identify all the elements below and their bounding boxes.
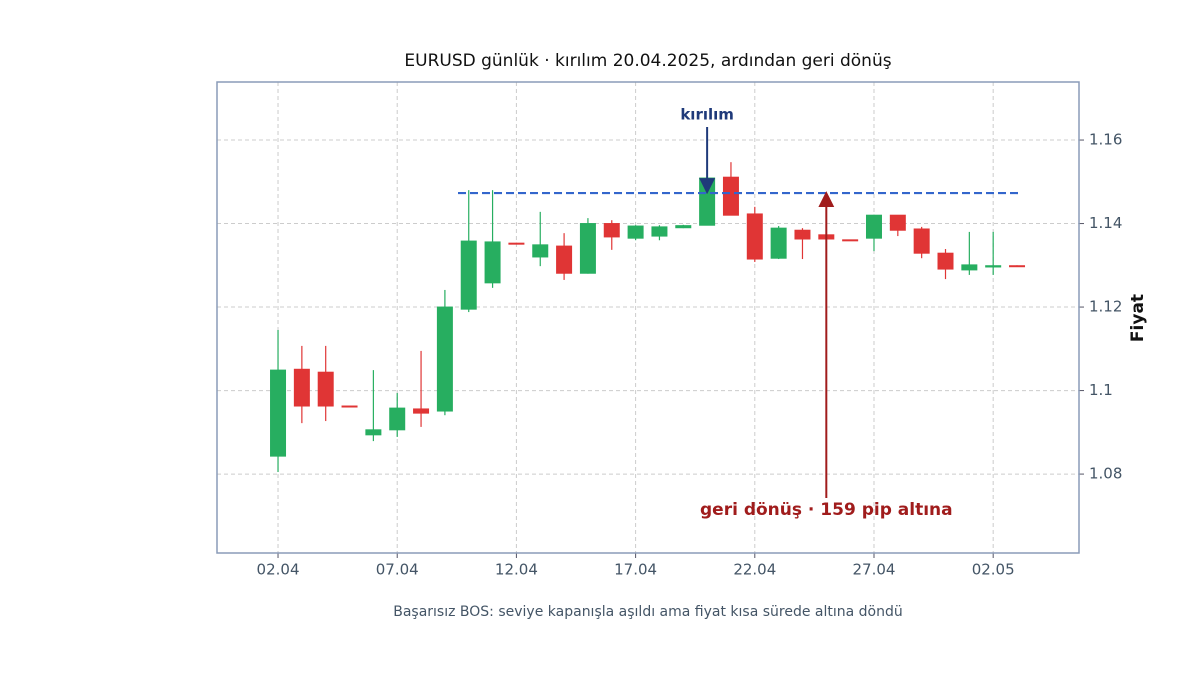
x-tick-label: 02.04 [257, 561, 300, 579]
candle-body [317, 371, 334, 407]
annotation-text: geri dönüş · 159 pip altına [700, 500, 953, 520]
candle-body [865, 214, 882, 239]
x-tick-label: 02.05 [972, 561, 1015, 579]
candle-body [413, 408, 430, 414]
candle-body [389, 407, 406, 431]
candle-body [532, 244, 549, 258]
candle-body [436, 306, 453, 412]
chart-title: EURUSD günlük · kırılım 20.04.2025, ardı… [404, 51, 891, 71]
candle-body [484, 241, 501, 284]
y-axis-label: Fiyat [1128, 294, 1148, 342]
candle-body [341, 405, 358, 408]
x-tick-label: 17.04 [614, 561, 657, 579]
candle-body [579, 223, 596, 274]
candle-body [746, 213, 763, 260]
y-tick-label: 1.14 [1089, 214, 1122, 232]
candle-body [508, 242, 525, 245]
y-tick-label: 1.16 [1089, 131, 1122, 149]
candle-body [293, 368, 310, 407]
x-tick-label: 22.04 [733, 561, 776, 579]
candle-body [460, 240, 477, 310]
candle-body [985, 265, 1002, 268]
candle-body [651, 226, 668, 237]
candle-body [770, 227, 787, 259]
x-tick-label: 12.04 [495, 561, 538, 579]
candle-body [603, 223, 620, 238]
y-tick-label: 1.1 [1089, 381, 1113, 399]
candle-body [365, 429, 382, 436]
candle-body [961, 264, 978, 271]
y-tick-label: 1.12 [1089, 298, 1122, 316]
candle-body [675, 225, 692, 229]
x-tick-label: 07.04 [376, 561, 419, 579]
candle-body [913, 228, 930, 254]
candle-body [889, 214, 906, 231]
candle-body [556, 245, 573, 274]
candle-body [794, 229, 811, 240]
caption: Başarısız BOS: seviye kapanışla aşıldı a… [393, 604, 903, 620]
candle-body [627, 225, 644, 239]
candle-body [270, 369, 287, 457]
y-tick-label: 1.08 [1089, 465, 1122, 483]
candle-body [842, 239, 859, 242]
plot-frame [216, 81, 1080, 554]
candle-body [1009, 265, 1026, 268]
x-tick-label: 27.04 [853, 561, 896, 579]
candle-body [937, 252, 954, 270]
candle-body [722, 176, 739, 216]
annotation-text: kırılım [680, 105, 734, 123]
